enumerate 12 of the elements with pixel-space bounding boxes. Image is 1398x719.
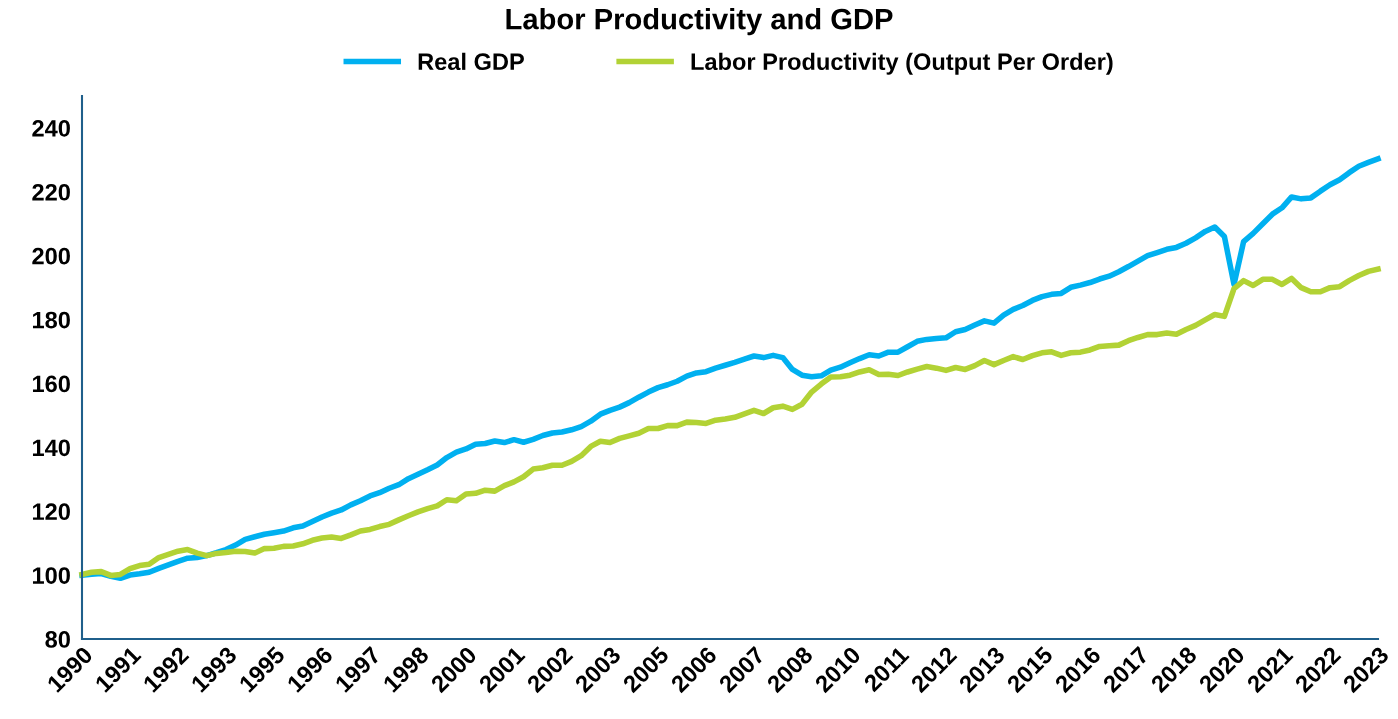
y-tick-label: 180: [32, 311, 70, 329]
chart-title: Labor Productivity and GDP: [506, 8, 893, 36]
y-tick-label: 120: [32, 503, 70, 521]
y-tick-label: 220: [32, 183, 70, 201]
y-tick-label: 100: [32, 567, 70, 584]
y-tick-label: 200: [32, 247, 70, 265]
y-tick-label: 240: [32, 120, 70, 137]
y-tick-label: 80: [45, 631, 70, 648]
y-tick-label: 140: [32, 439, 70, 457]
legend-label: Labor Productivity (Output Per Order): [691, 52, 1113, 75]
legend-label: Real GDP: [418, 52, 524, 71]
y-tick-label: 160: [32, 375, 70, 393]
